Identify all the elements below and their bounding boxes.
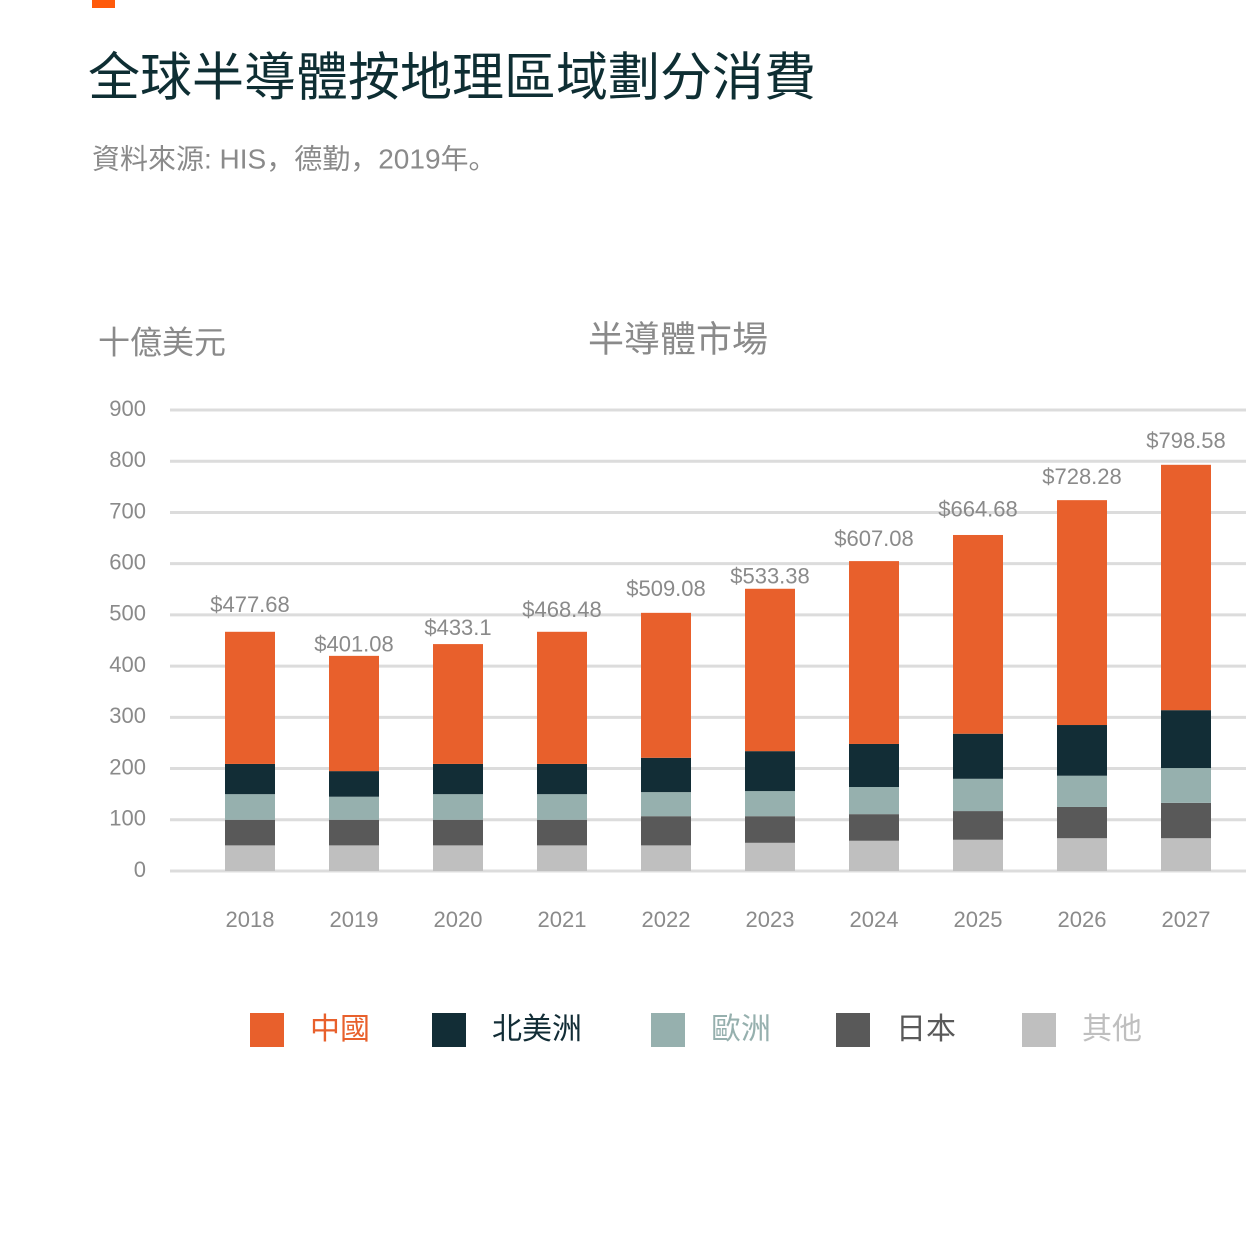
x-tick-label: 2023 [746, 907, 795, 932]
total-label: $468.48 [522, 597, 602, 622]
x-tick-label: 2025 [954, 907, 1003, 932]
bar-segment [329, 796, 379, 820]
x-tick-label: 2026 [1058, 907, 1107, 932]
bar-segment [537, 631, 587, 764]
bar-segment [537, 794, 587, 820]
legend-label: 中國 [310, 1013, 370, 1046]
bar-segment [745, 751, 795, 792]
x-tick-label: 2024 [850, 907, 899, 932]
source-note: 資料來源: HIS，德勤，2019年。 [92, 143, 497, 174]
bar-segment [433, 845, 483, 871]
legend-swatch [432, 1013, 466, 1047]
legend-swatch [1022, 1013, 1056, 1047]
legend-label: 其他 [1082, 1013, 1142, 1046]
bar-segment [953, 811, 1003, 840]
bar-segment [745, 791, 795, 817]
bar-segment [433, 644, 483, 764]
y-tick-label: 100 [109, 806, 146, 831]
bar-segment [849, 561, 899, 744]
total-label: $798.58 [1146, 428, 1226, 453]
total-label: $401.08 [314, 631, 394, 656]
bar-segment [1161, 710, 1211, 769]
bar-segment [745, 588, 795, 752]
legend-swatch [250, 1013, 284, 1047]
bar-segment [1161, 802, 1211, 839]
bar-segment [849, 840, 899, 871]
page-title: 全球半導體按地理區域劃分消費 [88, 50, 816, 108]
y-tick-label: 400 [109, 652, 146, 677]
bar-segment [953, 733, 1003, 779]
bar-segment [225, 631, 275, 764]
bar-segment [433, 794, 483, 820]
legend-label: 日本 [896, 1013, 956, 1046]
bar-segment [641, 612, 691, 758]
bar-segment [641, 757, 691, 793]
bar-segment [537, 845, 587, 871]
bar-segment [225, 819, 275, 846]
bar-segment [849, 786, 899, 815]
bar-segment [641, 792, 691, 817]
legend-label: 歐洲 [711, 1013, 771, 1046]
total-label: $477.68 [210, 592, 290, 617]
chart-title: 半導體市場 [588, 319, 768, 360]
bar-segment [745, 816, 795, 843]
bar-segment [225, 794, 275, 820]
y-tick-label: 900 [109, 396, 146, 421]
bar-segment [953, 839, 1003, 871]
total-label: $433.1 [424, 615, 491, 640]
y-tick-label: 700 [109, 498, 146, 523]
bar-segment [537, 763, 587, 795]
bar-segment [1057, 500, 1107, 726]
x-tick-label: 2018 [226, 907, 275, 932]
total-label: $533.38 [730, 564, 810, 589]
y-tick-label: 0 [134, 857, 146, 882]
bar-segment [1161, 464, 1211, 711]
total-label: $607.08 [834, 526, 914, 551]
legend-swatch [651, 1013, 685, 1047]
x-tick-label: 2022 [642, 907, 691, 932]
bar-segment [433, 763, 483, 795]
total-label: $664.68 [938, 496, 1018, 521]
bar-segment [849, 743, 899, 787]
bar-segment [433, 819, 483, 846]
bar-segment [641, 816, 691, 846]
bar-segment [1057, 725, 1107, 776]
bar-segment [329, 655, 379, 772]
legend-label: 北美洲 [492, 1013, 582, 1046]
legend-swatch [836, 1013, 870, 1047]
bar-segment [329, 845, 379, 871]
accent-mark [92, 0, 115, 8]
y-tick-label: 600 [109, 549, 146, 574]
y-tick-label: 300 [109, 703, 146, 728]
y-axis-label: 十億美元 [98, 324, 226, 360]
bar-segment [225, 845, 275, 871]
y-tick-label: 500 [109, 601, 146, 626]
bar-segment [329, 771, 379, 797]
x-tick-label: 2027 [1162, 907, 1211, 932]
bar-segment [329, 819, 379, 846]
bar-segment [225, 763, 275, 795]
bar-segment [1057, 838, 1107, 871]
bar-segment [641, 845, 691, 871]
total-label: $728.28 [1042, 464, 1122, 489]
bar-segment [953, 778, 1003, 812]
bar-segment [1057, 806, 1107, 839]
x-tick-label: 2021 [538, 907, 587, 932]
total-label: $509.08 [626, 576, 706, 601]
bar-segment [1161, 768, 1211, 803]
bar-segment [1057, 775, 1107, 807]
bar-segment [953, 534, 1003, 734]
x-tick-label: 2020 [434, 907, 483, 932]
bar-segment [537, 819, 587, 846]
x-tick-label: 2019 [330, 907, 379, 932]
y-tick-label: 800 [109, 447, 146, 472]
y-tick-label: 200 [109, 754, 146, 779]
bar-segment [1161, 838, 1211, 871]
bar-segment [745, 842, 795, 871]
bar-segment [849, 814, 899, 841]
